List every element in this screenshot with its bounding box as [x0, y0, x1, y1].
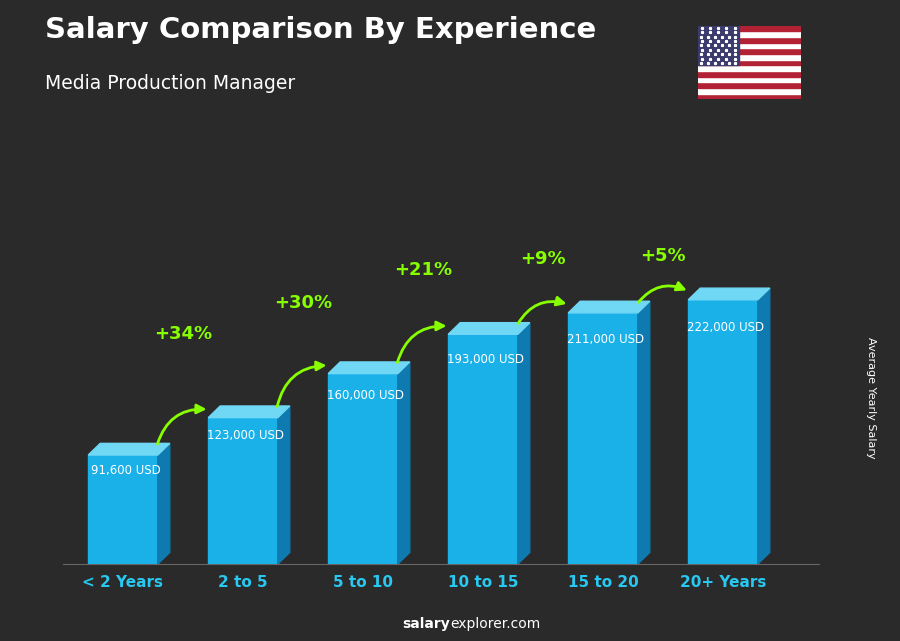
Bar [698, 26, 739, 65]
Text: 222,000 USD: 222,000 USD [687, 321, 764, 334]
Bar [328, 374, 398, 564]
Text: +34%: +34% [154, 324, 212, 343]
Bar [698, 43, 801, 48]
Bar [698, 94, 801, 99]
Polygon shape [328, 362, 410, 374]
Polygon shape [568, 301, 650, 313]
Text: +21%: +21% [394, 262, 452, 279]
Bar [698, 37, 801, 43]
Polygon shape [448, 322, 530, 335]
Bar [208, 418, 278, 564]
Text: +30%: +30% [274, 294, 332, 312]
Bar [698, 48, 801, 54]
Text: explorer.com: explorer.com [450, 617, 540, 631]
Bar [688, 300, 758, 564]
Polygon shape [158, 444, 170, 564]
Bar [698, 60, 801, 65]
Text: 160,000 USD: 160,000 USD [327, 389, 404, 402]
Polygon shape [278, 406, 290, 564]
Polygon shape [688, 288, 770, 300]
Polygon shape [518, 322, 530, 564]
Text: Salary Comparison By Experience: Salary Comparison By Experience [45, 16, 596, 44]
Bar [698, 77, 801, 82]
Bar [698, 54, 801, 60]
Text: 123,000 USD: 123,000 USD [207, 429, 284, 442]
Bar [698, 31, 801, 37]
Bar [698, 71, 801, 77]
Bar [698, 26, 801, 31]
Text: Average Yearly Salary: Average Yearly Salary [866, 337, 877, 458]
Bar [568, 313, 638, 564]
Text: +5%: +5% [640, 247, 686, 265]
Bar [698, 65, 801, 71]
Text: 91,600 USD: 91,600 USD [91, 463, 160, 477]
Text: 211,000 USD: 211,000 USD [567, 333, 644, 346]
Bar [88, 455, 158, 564]
Text: salary: salary [402, 617, 450, 631]
Text: +9%: +9% [520, 250, 566, 268]
Bar [448, 335, 518, 564]
Bar [698, 88, 801, 94]
Polygon shape [208, 406, 290, 418]
Text: 193,000 USD: 193,000 USD [447, 353, 524, 366]
Polygon shape [88, 444, 170, 455]
Polygon shape [398, 362, 410, 564]
Text: Media Production Manager: Media Production Manager [45, 74, 295, 93]
Bar [698, 82, 801, 88]
Polygon shape [638, 301, 650, 564]
Polygon shape [758, 288, 770, 564]
